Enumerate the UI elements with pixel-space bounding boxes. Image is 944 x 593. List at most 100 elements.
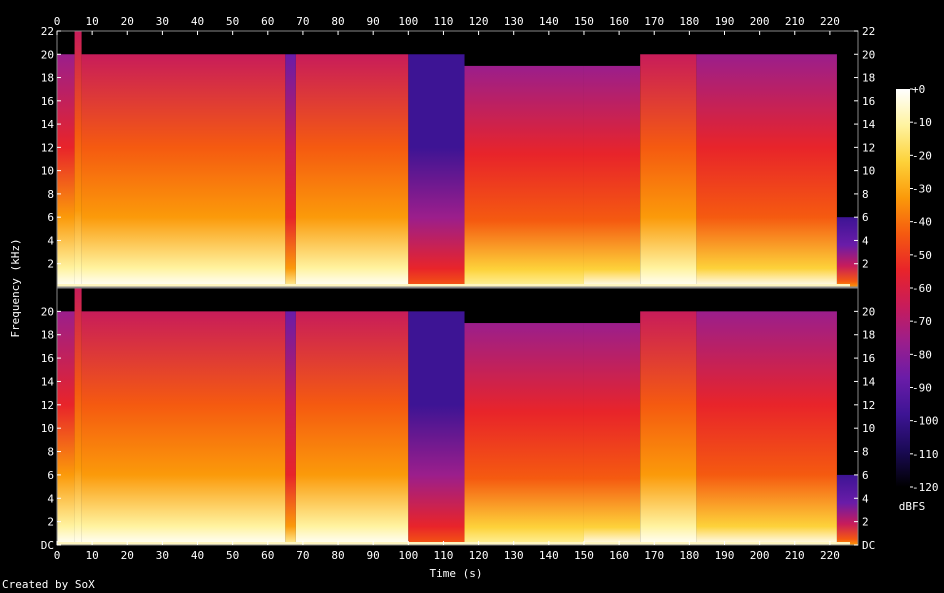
spectrum-segment (57, 54, 75, 287)
y-tick-label: 12 (41, 141, 54, 154)
x-tick-label: 170 (644, 549, 664, 562)
y-tick-label: 6 (862, 211, 869, 224)
spectrum-segment (408, 311, 465, 545)
x-tick-label: 0 (54, 549, 61, 562)
x-tick-label: 100 (398, 549, 418, 562)
y-tick-label: 22 (862, 25, 875, 38)
y-tick-label: 8 (862, 446, 869, 459)
x-tick-label: 220 (820, 15, 840, 28)
spectrum-segment (696, 311, 837, 545)
y-tick-label: 14 (862, 375, 876, 388)
x-tick-label: 160 (609, 549, 629, 562)
colorbar-tick-label: -100 (912, 415, 939, 428)
spectrum-segment (295, 54, 409, 287)
spectrum-segment (640, 311, 697, 545)
colorbar-tick-label: -110 (912, 448, 939, 461)
dc-band (57, 284, 850, 287)
y-tick-label: 4 (862, 234, 869, 247)
y-tick-label: 4 (47, 234, 54, 247)
x-tick-label: 120 (469, 15, 489, 28)
spectrum-segment (295, 311, 409, 545)
y-tick-label: 4 (47, 492, 54, 505)
y-tick-label: 18 (862, 72, 875, 85)
y-tick-label: 4 (862, 492, 869, 505)
spectrum-segment (583, 65, 641, 287)
spectrum-segment (74, 31, 82, 287)
dc-band (57, 542, 850, 545)
y-tick-label: 2 (47, 258, 54, 271)
channel-1 (56, 30, 859, 288)
x-tick-label: 110 (434, 15, 454, 28)
spectrum-segment (285, 311, 296, 545)
x-tick-label: 90 (367, 549, 380, 562)
spectrum-segment (285, 54, 296, 287)
y-tick-label: 2 (862, 516, 869, 529)
spectrum-segment (836, 474, 858, 545)
y-tick-label: 22 (41, 25, 54, 38)
x-tick-label: 200 (750, 549, 770, 562)
y-tick-label: 18 (41, 329, 54, 342)
x-tick-label: 80 (331, 549, 344, 562)
colorbar: +0 -10 -20 -30 -40 -50 -60 -70 -80 -90 -100 -110 -12… (896, 83, 939, 494)
plot-area (56, 30, 859, 546)
x-tick-label: 190 (715, 15, 735, 28)
x-axis-label: Time (s) (430, 567, 483, 580)
colorbar-tick-label: -30 (912, 183, 932, 196)
y-tick-label: 8 (47, 446, 54, 459)
x-tick-label: 130 (504, 15, 524, 28)
y-tick-label: 8 (862, 188, 869, 201)
y-tick-label: 10 (41, 165, 54, 178)
colorbar-gradient (896, 89, 910, 487)
x-tick-label: 0 (54, 15, 61, 28)
spectrum-segment (408, 54, 465, 287)
x-tick-label: 210 (785, 549, 805, 562)
x-tick-label: 200 (750, 15, 770, 28)
x-tick-label: 10 (86, 15, 99, 28)
x-tick-label: 20 (121, 549, 134, 562)
x-tick-label: 30 (156, 549, 169, 562)
y-tick-label: 16 (862, 352, 875, 365)
colorbar-tick-label: -60 (912, 282, 932, 295)
y-tick-label: 16 (41, 95, 54, 108)
y-tick-label: 12 (862, 141, 875, 154)
colorbar-tick-label: -40 (912, 216, 932, 229)
y-tick-label: 6 (47, 211, 54, 224)
colorbar-tick-label: -20 (912, 149, 932, 162)
channel-frame (56, 287, 859, 546)
spectrum-segment (836, 217, 858, 287)
channel-frame (56, 30, 859, 288)
y-tick-label: 2 (862, 258, 869, 271)
x-tick-label: 80 (331, 15, 344, 28)
x-tick-label: 60 (261, 549, 274, 562)
y-tick-label: 14 (41, 118, 55, 131)
x-tick-label: 150 (574, 15, 594, 28)
spectrum-segment (696, 54, 837, 287)
colorbar-tick-label: -50 (912, 249, 932, 262)
x-tick-label: 10 (86, 549, 99, 562)
y-tick-label: 6 (47, 469, 54, 482)
y-tick-label: 14 (41, 375, 55, 388)
y-tick-label: 2 (47, 516, 54, 529)
colorbar-tick-label: -90 (912, 382, 932, 395)
x-tick-label: 170 (644, 15, 664, 28)
spectrum-segment (583, 323, 641, 545)
x-tick-label: 40 (191, 549, 204, 562)
x-tick-label: 130 (504, 549, 524, 562)
x-tick-label: 70 (296, 15, 309, 28)
y-tick-label: 16 (41, 352, 54, 365)
x-tick-label: 140 (539, 15, 559, 28)
channel-2 (56, 287, 859, 546)
x-tick-label: 50 (226, 15, 239, 28)
x-tick-label: 140 (539, 549, 559, 562)
spectrum-segment (640, 54, 697, 287)
x-tick-label: 120 (469, 549, 489, 562)
y-tick-label: 6 (862, 469, 869, 482)
y-tick-label: 12 (862, 399, 875, 412)
spectrum-segment (464, 65, 584, 287)
y-tick-label: 16 (862, 95, 875, 108)
spectrum-segment (74, 288, 82, 545)
y-tick-label: 14 (862, 118, 876, 131)
y-tick-label: 20 (862, 305, 875, 318)
colorbar-tick-label: -70 (912, 315, 932, 328)
y-axis-label: Frequency (kHz) (9, 238, 22, 337)
